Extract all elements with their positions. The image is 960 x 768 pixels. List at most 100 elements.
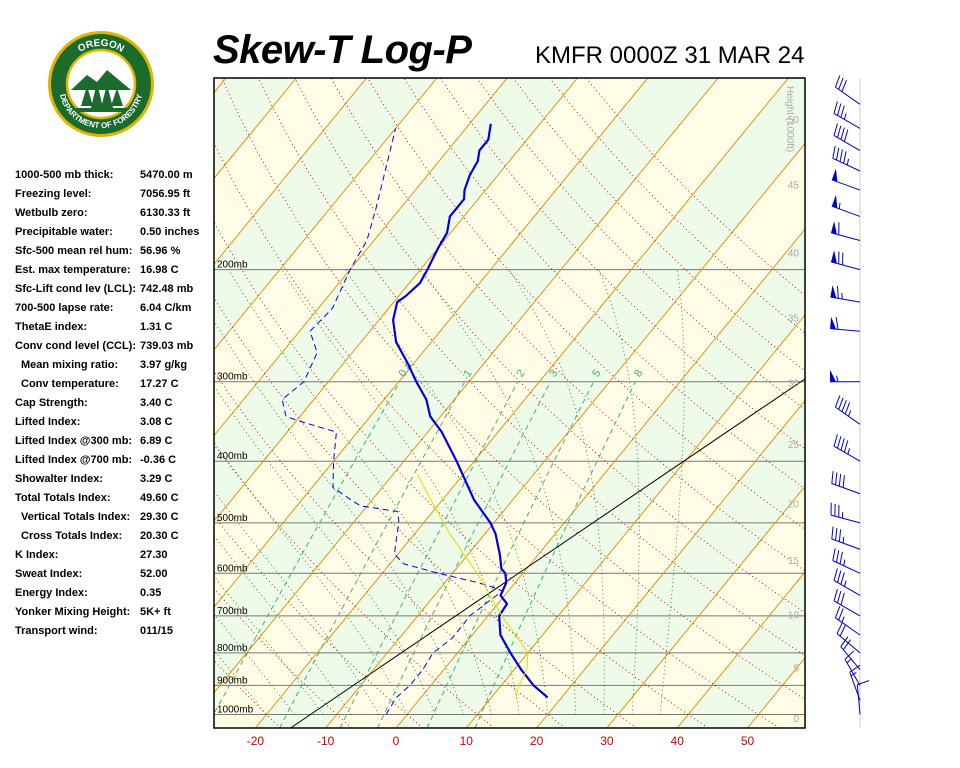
index-value: 0.50 inches — [140, 226, 200, 238]
index-value: 3.08 C — [140, 416, 173, 428]
oregon-department-of-forestry-logo: OREGON DEPARTMENT OF FORESTRY — [48, 31, 154, 137]
isotherm-line — [395, 228, 805, 728]
index-value: 5470.00 m — [140, 169, 193, 181]
index-value: 56.96 % — [140, 245, 181, 257]
mixing-ratio-label: 5 — [590, 368, 603, 380]
temperature-tick-label: 10 — [460, 734, 474, 748]
wind-barb — [830, 316, 861, 332]
index-value: 0.35 — [140, 587, 162, 599]
moist-adiabat — [345, 269, 549, 715]
index-label: Wetbulb zero: — [15, 207, 88, 219]
index-value: 3.29 C — [140, 473, 173, 485]
parcel-path — [416, 474, 529, 698]
dry-adiabat — [330, 78, 805, 572]
temperature-profile — [392, 123, 549, 699]
temperature-tick-label: -10 — [317, 734, 335, 748]
temperature-tick-label: 40 — [671, 734, 685, 748]
mixing-ratio-label: 8 — [632, 368, 645, 380]
moist-adiabat — [421, 269, 577, 715]
height-tick-label: 45 — [788, 180, 800, 191]
height-tick-label: 15 — [788, 556, 800, 567]
dry-adiabat — [221, 78, 805, 700]
index-label: Energy Index: — [15, 587, 88, 599]
isotherm-line — [214, 78, 578, 523]
isotherm-line — [606, 485, 805, 728]
index-label: 700-500 lapse rate: — [15, 302, 114, 314]
moist-adiabat — [598, 269, 640, 715]
index-label: Mean mixing ratio: — [21, 359, 119, 371]
isotherm-line — [214, 78, 719, 694]
index-value: 6.89 C — [140, 435, 173, 447]
dry-adiabat — [214, 515, 424, 728]
wind-barb — [834, 395, 861, 425]
mixing-ratio-line — [339, 381, 519, 728]
index-label: Vertical Totals Index: — [21, 511, 131, 523]
wind-barb — [830, 369, 860, 383]
pressure-label: 500mb — [217, 513, 248, 524]
temperature-tick-label: 50 — [741, 734, 755, 748]
isotherm-band — [214, 78, 789, 728]
temperature-tick-label: -20 — [247, 734, 265, 748]
moist-adiabat — [214, 534, 352, 715]
index-value: 1.31 C — [140, 321, 173, 333]
mixing-ratio-label: 3 — [547, 368, 560, 380]
wind-barb — [830, 285, 861, 303]
wind-barb — [844, 650, 861, 686]
wind-barb — [834, 75, 861, 105]
pressure-label: 300mb — [217, 372, 248, 383]
wind-barb — [831, 168, 861, 191]
index-value: -0.36 C — [140, 454, 177, 466]
isotherm-line — [465, 314, 805, 728]
logo-top-text: OREGON — [76, 38, 126, 55]
height-tick-label: 10 — [788, 611, 800, 622]
index-label: ThetaE index: — [15, 321, 88, 333]
index-label: Est. max temperature: — [15, 264, 131, 276]
wind-barb — [830, 502, 861, 524]
index-label: K Index: — [15, 549, 59, 561]
station-datetime: KMFR 0000Z 31 MAR 24 — [535, 42, 805, 69]
wind-barb — [840, 636, 861, 670]
temperature-tick-label: 20 — [530, 734, 544, 748]
height-tick-label: 20 — [788, 499, 800, 510]
wind-barb — [833, 434, 861, 462]
mixing-ratio-line — [214, 381, 401, 715]
index-label: Yonker Mixing Height: — [15, 606, 131, 618]
dry-adiabat — [257, 78, 805, 657]
wind-barb — [830, 250, 861, 271]
index-value: 49.60 C — [140, 492, 179, 504]
moist-adiabat — [281, 269, 520, 715]
height-tick-label: 35 — [788, 314, 800, 325]
index-value: 20.30 C — [140, 530, 179, 542]
mixing-ratio-line — [279, 381, 466, 728]
chart-title: Skew-T Log-P — [213, 28, 472, 72]
wind-barb — [832, 146, 861, 172]
height-tick-label: 25 — [788, 440, 800, 451]
index-label: Freezing level: — [15, 188, 92, 200]
index-label: Sfc-500 mean rel hum: — [15, 245, 133, 257]
index-label: Cap Strength: — [15, 397, 88, 409]
index-value: 5K+ ft — [140, 606, 171, 618]
mixing-ratio-line — [426, 381, 595, 728]
index-label: Conv cond level (CCL): — [15, 340, 137, 352]
svg-text:OREGON: OREGON — [76, 38, 126, 55]
reference-line — [290, 378, 805, 728]
isotherm-line — [214, 78, 438, 351]
height-tick-label: 40 — [788, 249, 800, 260]
wind-barb — [836, 622, 861, 654]
height-tick-label: 5 — [793, 663, 799, 674]
moist-adiabat — [659, 269, 685, 715]
logo-ground — [73, 108, 129, 112]
mixing-ratio-line — [377, 381, 551, 728]
temperature-tick-label: 30 — [600, 734, 614, 748]
dewpoint-profile — [281, 128, 504, 715]
wind-barb — [833, 568, 861, 596]
wind-barb — [831, 194, 861, 217]
index-label: Cross Totals Index: — [21, 530, 123, 542]
wind-barb — [830, 221, 861, 241]
mixing-ratio-label: 1 — [461, 368, 474, 380]
index-value: 7056.95 ft — [140, 188, 191, 200]
height-tick-label: 50 — [788, 115, 800, 126]
isotherm-line — [214, 78, 367, 265]
